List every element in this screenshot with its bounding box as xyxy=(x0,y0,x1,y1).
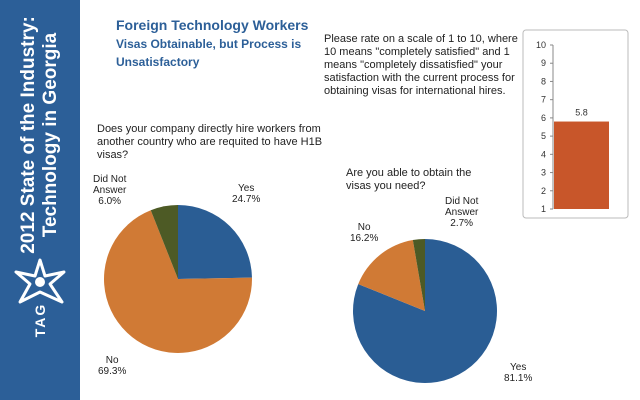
bar-data-label: 5.8 xyxy=(575,108,588,118)
pie-label-yes: Yes 24.7% xyxy=(232,183,261,205)
y-tick-label: 7 xyxy=(541,95,546,105)
pie-label-did-not-answer: Did Not Answer 6.0% xyxy=(93,174,127,207)
y-tick-label: 5 xyxy=(541,131,546,141)
sidebar: 2012 State of the Industry: Technology i… xyxy=(0,0,80,400)
q2-question: Are you able to obtain the visas you nee… xyxy=(346,167,472,192)
pie-label-no: No 16.2% xyxy=(350,222,379,244)
y-tick-label: 6 xyxy=(541,113,546,123)
tag-star-logo-icon xyxy=(14,258,66,304)
rating-question: Please rate on a scale of 1 to 10, where… xyxy=(324,33,518,97)
q1-question: Does your company directly hire workers … xyxy=(97,123,323,161)
y-tick-label: 1 xyxy=(541,204,546,214)
page-title: Foreign Technology Workers xyxy=(116,17,309,33)
pie-slice-did-not-answer xyxy=(150,205,178,279)
pie-slice-no xyxy=(358,240,425,311)
pie-label-no: No 69.3% xyxy=(98,355,127,377)
y-tick-label: 9 xyxy=(541,58,546,68)
y-tick-label: 4 xyxy=(541,149,546,159)
y-tick-label: 3 xyxy=(541,168,546,178)
bar-satisfaction xyxy=(554,121,609,209)
pie-slice-did-not-answer xyxy=(412,239,425,311)
page-subtitle-line1: Visas Obtainable, but Process is xyxy=(116,37,302,51)
y-tick-label: 2 xyxy=(541,186,546,196)
pie-slice-yes xyxy=(352,239,497,384)
pie-slice-yes xyxy=(178,205,252,279)
page-subtitle-line2: Unsatisfactory xyxy=(116,55,200,69)
header: Foreign Technology Workers Visas Obtaina… xyxy=(116,16,316,71)
pie-label-did-not-answer: Did Not Answer 2.7% xyxy=(445,196,479,229)
pie-slice-no xyxy=(103,210,252,354)
pie-label-yes: Yes 81.1% xyxy=(504,362,533,384)
y-tick-label: 8 xyxy=(541,76,546,86)
y-tick-label: 10 xyxy=(536,40,546,50)
